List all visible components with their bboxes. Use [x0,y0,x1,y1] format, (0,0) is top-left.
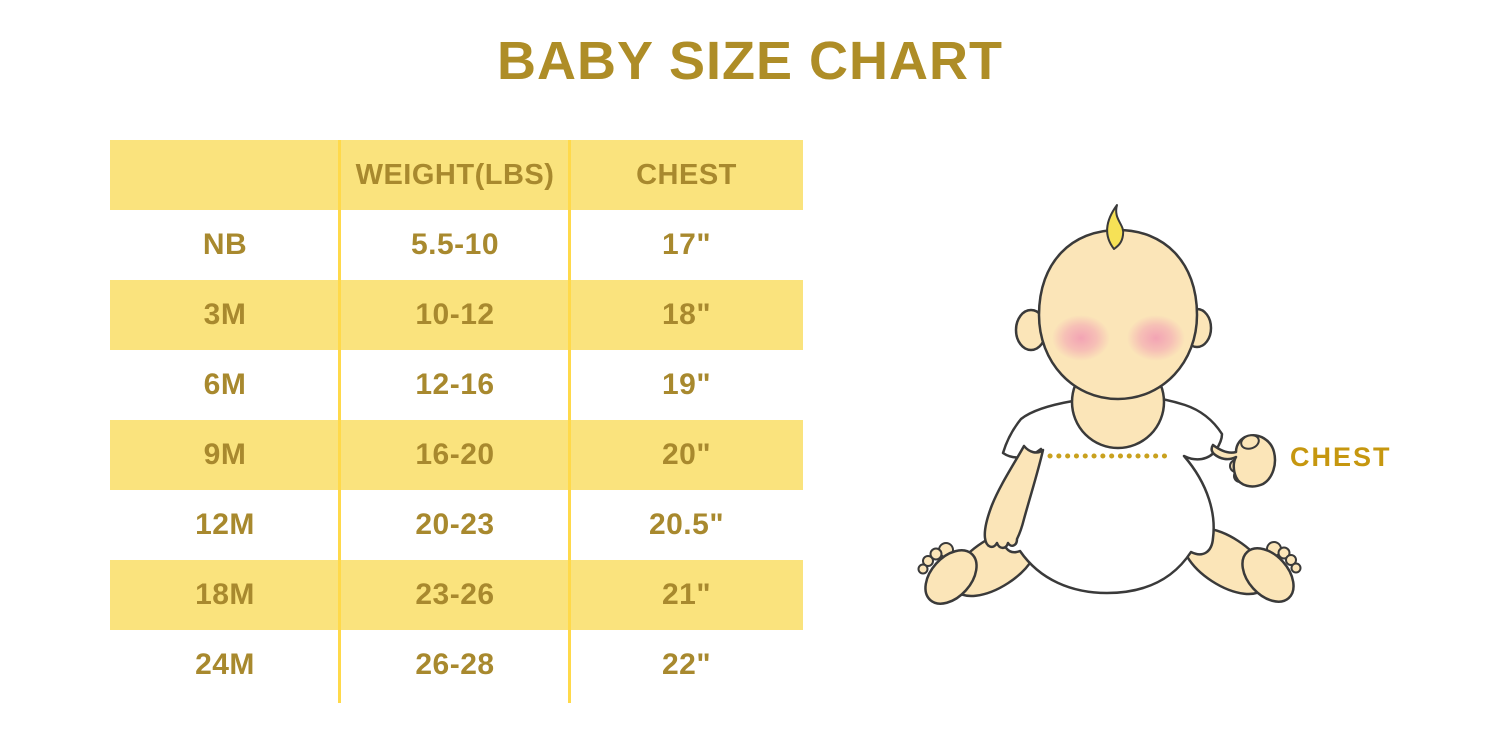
column-separator [568,140,571,703]
column-separator [338,140,341,703]
weight-cell: 20-23 [415,508,495,541]
size-cell: 6M [203,368,247,401]
chest-cell: 18" [661,298,712,331]
baby-illustration: CHEST [900,185,1410,640]
table-row: 24M 26-28 22" [110,630,803,700]
table-row: 12M 20-23 20.5" [110,490,803,560]
size-cell: NB [202,228,248,261]
weight-cell: 10-12 [415,298,495,331]
baby-svg: CHEST [917,204,1392,605]
weight-cell: 26-28 [415,648,495,681]
size-table: WEIGHT(LBS) CHEST NB 5.5-10 17" 3M 10-12… [110,140,803,703]
weight-cell: 12-16 [415,368,495,401]
table-row: 9M 16-20 20" [110,420,803,490]
table-row: 3M 10-12 18" [110,280,803,350]
size-cell: 18M [195,578,255,611]
chest-cell: 21" [661,578,712,611]
chest-cell: 20" [661,438,712,471]
table-row: 6M 12-16 19" [110,350,803,420]
baby-hair-tuft [1106,204,1125,250]
weight-cell: 5.5-10 [410,228,500,261]
chest-cell: 17" [661,228,712,261]
size-cell: 9M [203,438,247,471]
page-title: BABY SIZE CHART [496,31,1004,91]
chest-annotation-label: CHEST [1290,442,1392,472]
header-weight-cell: WEIGHT(LBS) [355,158,555,191]
table-header-row: WEIGHT(LBS) CHEST [110,140,803,210]
chest-cell: 22" [661,648,712,681]
table-row: NB 5.5-10 17" [110,210,803,280]
baby-left-arm [983,444,1045,550]
weight-cell: 16-20 [415,438,495,471]
chest-cell: 19" [661,368,712,401]
baby-head [1037,228,1199,401]
header-chest-cell: CHEST [636,158,737,191]
size-cell: 12M [195,508,255,541]
size-cell: 3M [203,298,247,331]
size-cell: 24M [195,648,255,681]
table-row: 18M 23-26 21" [110,560,803,630]
chest-cell: 20.5" [648,508,725,541]
header-size-cell [110,140,340,210]
baby-cheek-right [1127,315,1185,361]
baby-cheek-left [1052,315,1110,361]
baby-right-arm [1210,434,1277,488]
weight-cell: 23-26 [415,578,495,611]
